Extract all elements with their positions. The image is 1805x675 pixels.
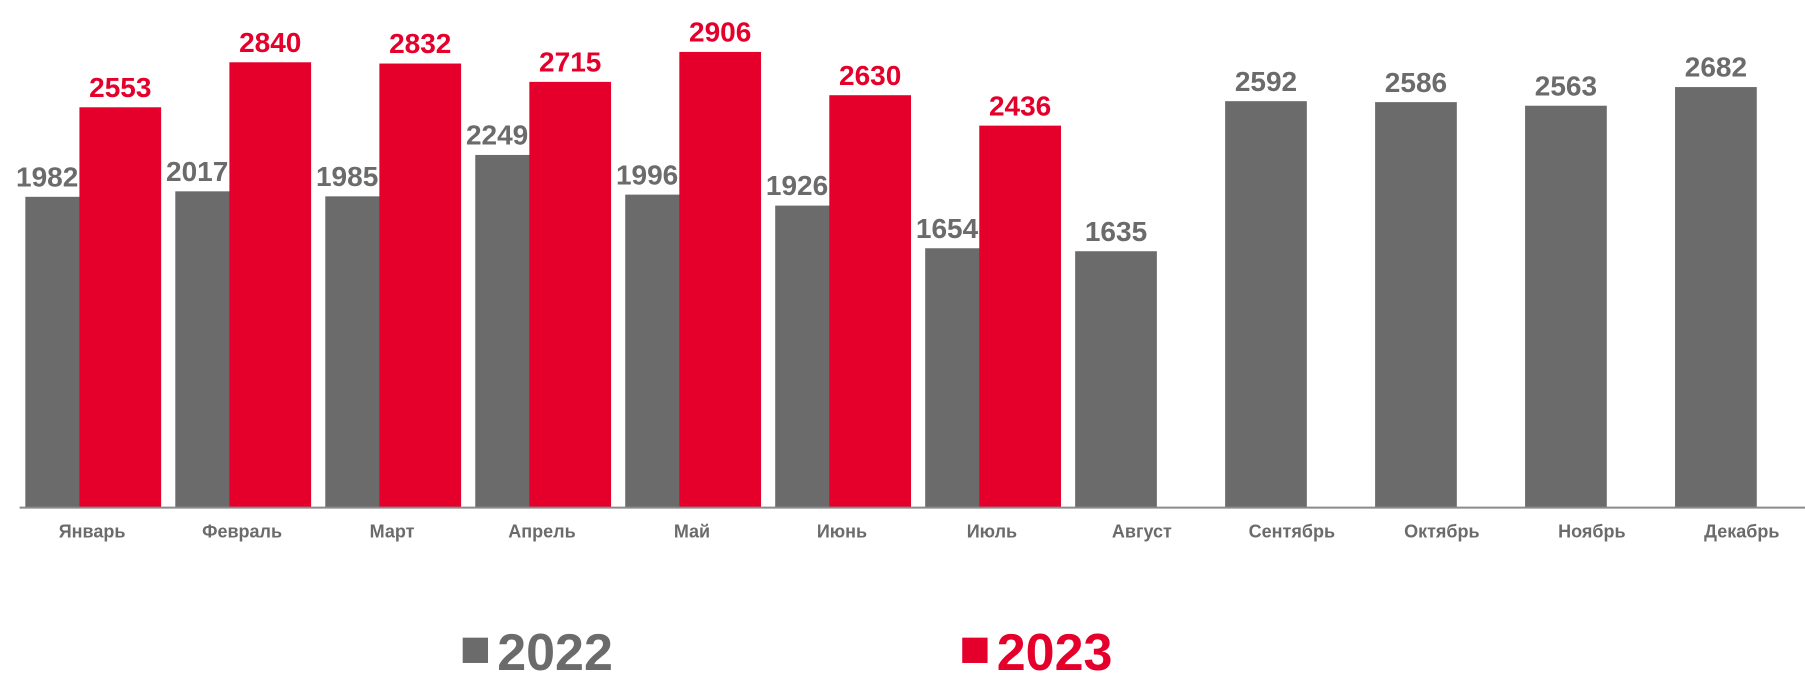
bar — [1075, 251, 1157, 508]
data-label: 2840 — [239, 27, 301, 58]
data-label: 2586 — [1385, 67, 1447, 98]
data-label: 2682 — [1685, 52, 1747, 83]
data-label: 2436 — [989, 90, 1051, 121]
x-tick-label: Август — [1112, 522, 1172, 542]
data-label: 2563 — [1535, 70, 1597, 101]
data-label: 2017 — [166, 156, 228, 187]
x-tick-label: Февраль — [202, 522, 282, 542]
data-label: 1982 — [16, 161, 78, 192]
x-tick-label: Июнь — [817, 522, 867, 542]
data-label: 1635 — [1085, 216, 1147, 247]
x-tick-label: Март — [370, 522, 415, 542]
x-tick-label: Май — [674, 522, 710, 542]
x-tick-label: Ноябрь — [1558, 522, 1625, 542]
data-label: 2592 — [1235, 66, 1297, 97]
bar — [1675, 87, 1757, 508]
legend-label: 2023 — [997, 624, 1113, 675]
data-label: 1926 — [766, 170, 828, 201]
x-tick-label: Апрель — [508, 522, 575, 542]
bar — [1525, 105, 1607, 508]
data-label: 2906 — [689, 17, 751, 48]
data-label: 1654 — [916, 213, 979, 244]
x-tick-label: Январь — [59, 522, 126, 542]
data-label: 2832 — [389, 28, 451, 59]
data-label: 2630 — [839, 60, 901, 91]
bar — [829, 95, 912, 508]
bar — [379, 63, 462, 508]
legend-swatch — [462, 637, 489, 663]
x-tick-label: Сентябрь — [1249, 522, 1335, 542]
bar — [979, 125, 1061, 508]
x-tick-label: Декабрь — [1704, 522, 1779, 542]
bar — [79, 107, 162, 508]
x-tick-label: Июль — [967, 522, 1017, 542]
data-label: 2553 — [89, 72, 151, 103]
data-label: 2249 — [466, 120, 528, 151]
bar — [1375, 102, 1457, 508]
data-label: 1996 — [616, 159, 678, 190]
legend-label: 2022 — [497, 624, 613, 675]
bar — [229, 62, 312, 508]
bar — [529, 81, 612, 508]
bar — [1225, 101, 1307, 508]
data-label: 1985 — [316, 161, 378, 192]
data-label: 2715 — [539, 47, 601, 78]
legend-swatch — [962, 637, 988, 663]
bar — [679, 51, 762, 508]
x-tick-label: Октябрь — [1404, 522, 1480, 542]
